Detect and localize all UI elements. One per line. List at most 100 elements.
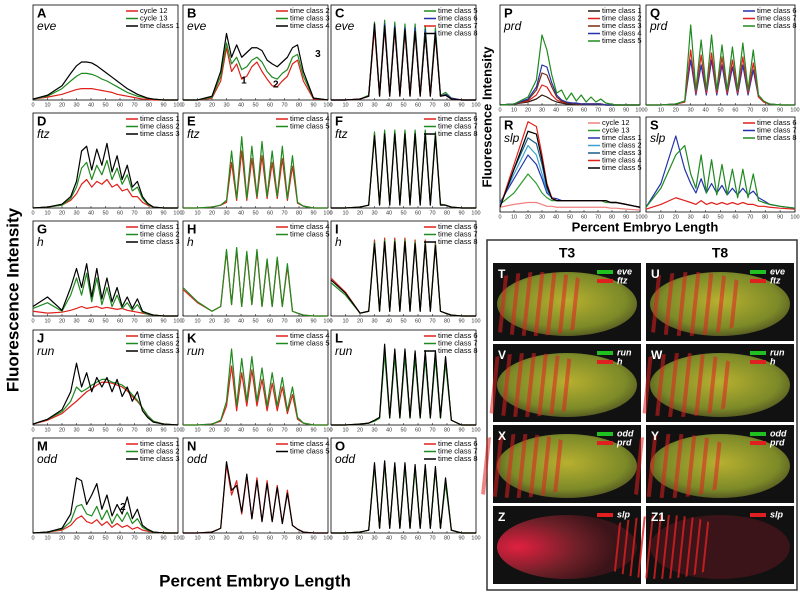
legend-label: time class 8 xyxy=(757,21,797,30)
stripe xyxy=(685,434,697,498)
x-tick-label: 10 xyxy=(194,102,200,108)
stripe xyxy=(569,272,581,336)
series-line xyxy=(331,460,476,534)
x-tick-label: 10 xyxy=(44,210,50,216)
stripe xyxy=(512,353,525,417)
legend-swatch xyxy=(750,360,766,364)
x-tick-label: 100 xyxy=(173,102,182,108)
x-tick-label: 90 xyxy=(310,535,316,541)
legend-swatch xyxy=(597,432,613,436)
x-tick-label: 100 xyxy=(323,535,332,541)
stripe xyxy=(715,272,727,336)
x-tick-label: 20 xyxy=(357,535,363,541)
series-line xyxy=(183,461,328,534)
stripe xyxy=(552,434,564,498)
panel-letter: O xyxy=(335,438,345,453)
x-tick-label: 90 xyxy=(160,318,166,324)
x-tick-label: 70 xyxy=(595,214,601,220)
stripe xyxy=(667,353,680,417)
legend-label: time class 7 xyxy=(757,125,797,134)
legend-swatch xyxy=(750,270,766,274)
x-tick-label: 20 xyxy=(525,214,531,220)
series-line xyxy=(331,23,476,101)
gene-label: slp xyxy=(504,131,520,145)
x-tick-label: 90 xyxy=(458,535,464,541)
x-tick-label: 0 xyxy=(31,535,34,541)
legend-label: time class 5 xyxy=(290,121,330,130)
x-tick-label: 30 xyxy=(73,210,79,216)
x-tick-label: 40 xyxy=(238,318,244,324)
x-tick-label: 30 xyxy=(73,318,79,324)
x-tick-label: 40 xyxy=(88,535,94,541)
x-tick-label: 20 xyxy=(525,107,531,113)
legend-label: time class 2 xyxy=(140,121,180,130)
panel-letter: I xyxy=(335,221,339,236)
x-tick-label: 20 xyxy=(59,535,65,541)
legend-label: cycle 13 xyxy=(602,125,630,134)
x-tick-label: 50 xyxy=(102,427,108,433)
panel-letter: M xyxy=(37,438,48,453)
gene-label: odd xyxy=(335,452,355,466)
x-tick-label: 90 xyxy=(777,107,783,113)
x-tick-label: 0 xyxy=(329,535,332,541)
legend-label: slp xyxy=(617,509,631,519)
x-tick-label: 10 xyxy=(342,535,348,541)
legend-label: time class 2 xyxy=(140,338,180,347)
series-line xyxy=(499,34,640,106)
x-tick-label: 70 xyxy=(281,318,287,324)
stripe xyxy=(668,515,679,579)
panel-letter: L xyxy=(335,330,343,345)
legend-label: time class 1 xyxy=(140,331,180,340)
panel-letter: S xyxy=(650,117,659,132)
stripe xyxy=(663,272,675,336)
stripe xyxy=(646,434,658,498)
annotation: 1 xyxy=(241,76,247,87)
series-line xyxy=(183,42,329,101)
x-tick-label: 50 xyxy=(400,427,406,433)
x-tick-label: 70 xyxy=(429,318,435,324)
x-tick-label: 60 xyxy=(581,214,587,220)
stripe xyxy=(548,353,561,417)
x-tick-label: 50 xyxy=(102,318,108,324)
legend-label: time class 6 xyxy=(438,13,478,22)
legend-label: time class 3 xyxy=(140,237,180,246)
series-line xyxy=(32,142,178,209)
x-tick-label: 100 xyxy=(323,102,332,108)
x-tick-label: 100 xyxy=(173,318,182,324)
x-tick-label: 50 xyxy=(400,535,406,541)
x-tick-label: 40 xyxy=(703,107,709,113)
stripe xyxy=(676,272,688,336)
stripe xyxy=(557,272,569,336)
x-tick-label: 100 xyxy=(471,427,480,433)
series-line xyxy=(183,47,329,101)
gene-label: prd xyxy=(649,19,668,33)
stripe xyxy=(480,434,492,498)
x-tick-label: 40 xyxy=(386,427,392,433)
x-tick-label: 40 xyxy=(386,535,392,541)
x-tick-label: 50 xyxy=(102,210,108,216)
x-tick-label: 10 xyxy=(511,107,517,113)
x-tick-label: 60 xyxy=(267,427,273,433)
legend-label: time class 1 xyxy=(140,21,180,30)
gene-label: odd xyxy=(37,452,57,466)
x-tick-label: 70 xyxy=(429,210,435,216)
x-tick-label: 60 xyxy=(732,214,738,220)
x-tick-label: 90 xyxy=(458,210,464,216)
x-tick-label: 10 xyxy=(342,210,348,216)
x-tick-label: 0 xyxy=(329,427,332,433)
gene-label: ftz xyxy=(37,127,50,141)
x-tick-label: 10 xyxy=(44,102,50,108)
panel-letter: C xyxy=(335,5,345,20)
stripe xyxy=(692,515,703,579)
x-tick-label: 60 xyxy=(415,318,421,324)
x-tick-label: 20 xyxy=(209,102,215,108)
x-tick-label: 70 xyxy=(131,210,137,216)
series-line xyxy=(32,263,178,317)
x-tick-label: 30 xyxy=(371,210,377,216)
x-tick-label: 20 xyxy=(673,214,679,220)
x-tick-label: 50 xyxy=(400,102,406,108)
legend-label: cycle 12 xyxy=(602,118,630,127)
x-tick-label: 40 xyxy=(88,318,94,324)
